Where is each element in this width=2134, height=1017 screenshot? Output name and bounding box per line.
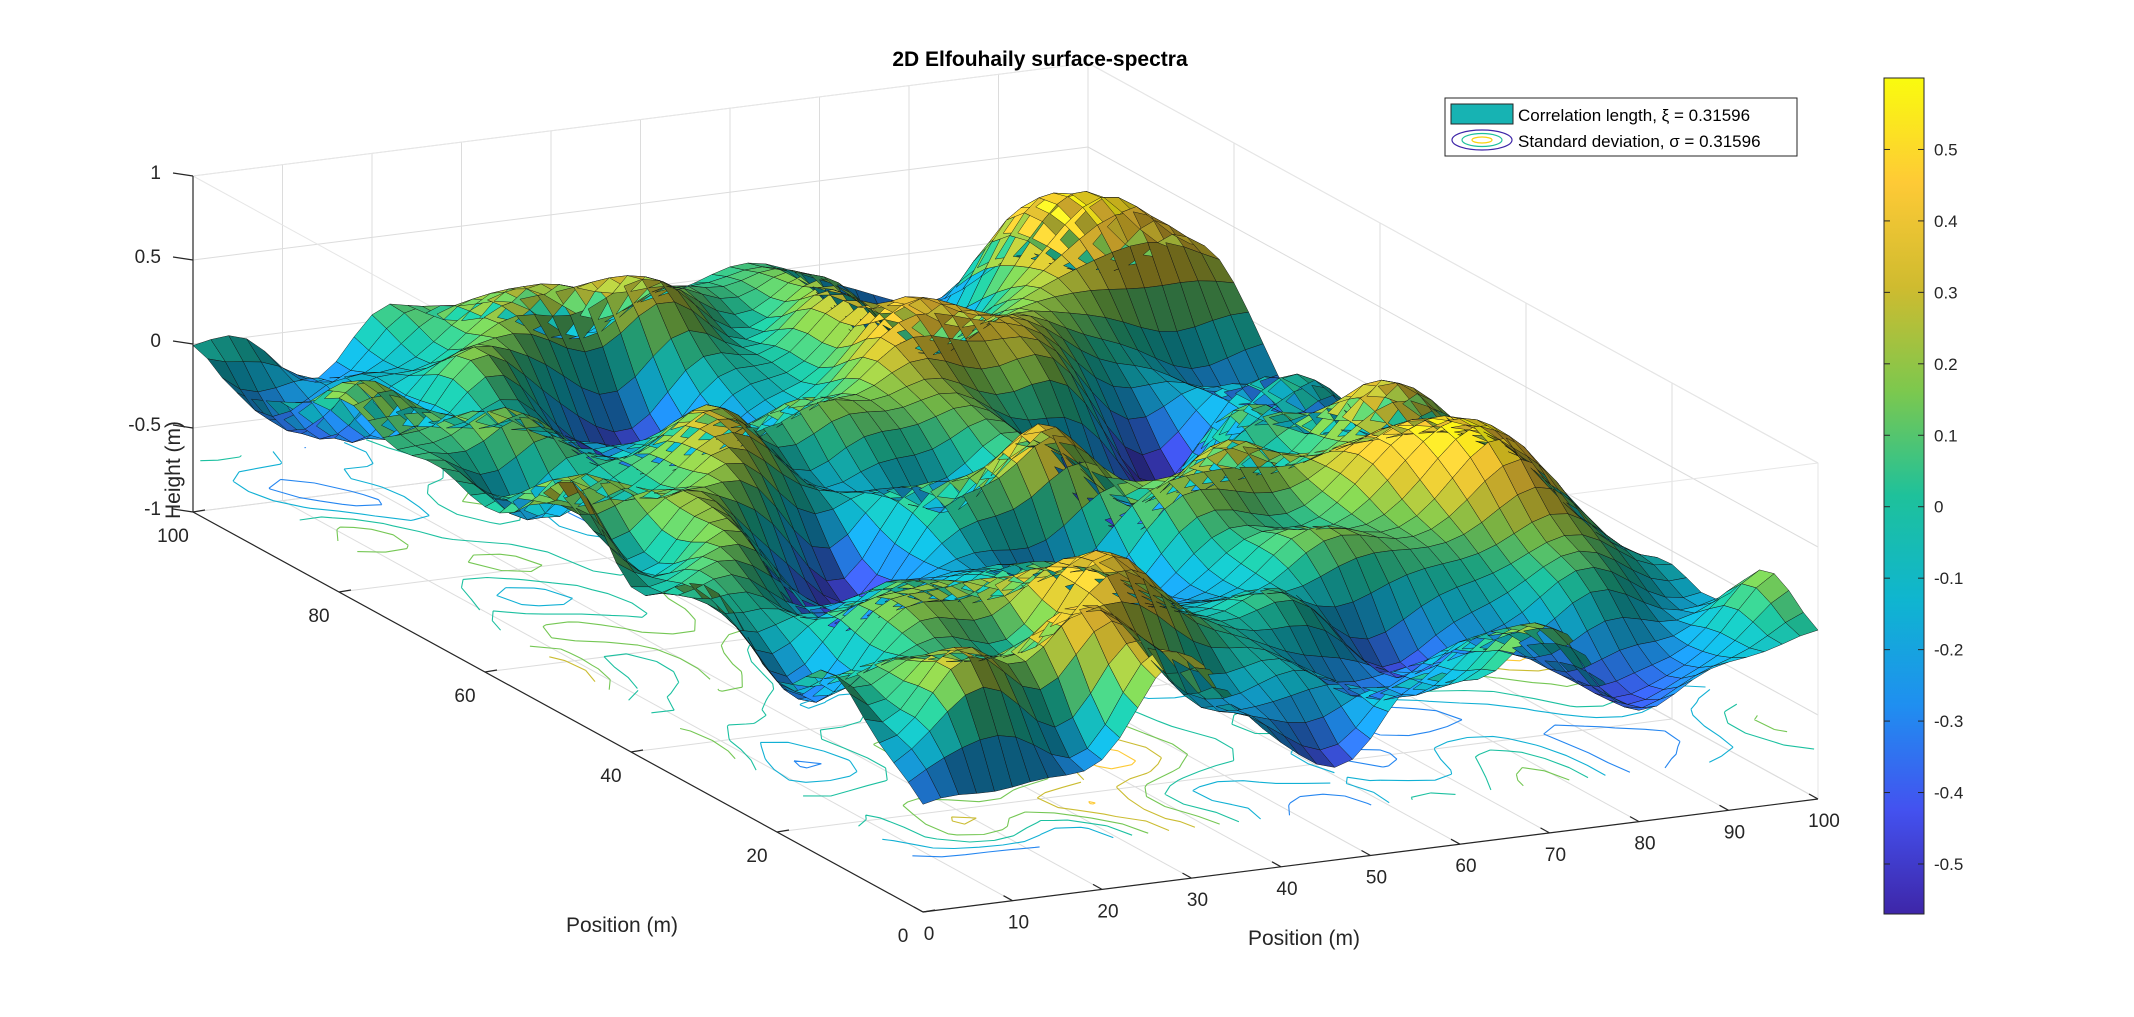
- y-gridline: [776, 718, 1673, 833]
- surface-plot: [192, 191, 1819, 805]
- x-tick-label: 70: [1545, 845, 1566, 866]
- z-tick-label: -1: [144, 499, 161, 520]
- y-tick-label: 0: [898, 926, 909, 947]
- x-tick-label: 50: [1366, 868, 1387, 889]
- y-tick-mark: [484, 669, 498, 673]
- colorbar: -0.5 -0.4 -0.3 -0.2 -0.1 0 0.1 0.2 0.3 0.4 0.5: [1883, 77, 1963, 915]
- y-tick-label: 100: [157, 526, 189, 547]
- y-tick-label: 80: [308, 606, 329, 627]
- y-tick-mark: [776, 829, 790, 833]
- z-axis-label: Height (m): [162, 421, 185, 519]
- colorbar-tick-label: -0.2: [1934, 641, 1963, 660]
- x-tick-mark: [1092, 883, 1103, 890]
- z-gridline: [1087, 146, 1819, 548]
- y-tick-mark: [338, 589, 352, 593]
- legend-entry-label: Correlation length, ξ = 0.31596: [1518, 106, 1750, 125]
- y-tick-label: 20: [746, 846, 767, 867]
- z-tick-label: 1: [150, 163, 161, 184]
- x-tick-mark: [1271, 861, 1282, 868]
- legend-entry-label: Standard deviation, σ = 0.31596: [1518, 132, 1761, 151]
- y-tick-mark: [192, 509, 206, 513]
- colorbar-tick-label: 0.4: [1934, 212, 1958, 231]
- x-tick-label: 60: [1455, 856, 1476, 877]
- legend-swatch-surface: [1450, 103, 1514, 125]
- colorbar-tick-label: -0.5: [1934, 855, 1963, 874]
- z-tick-mark: [172, 340, 194, 345]
- colorbar-tick-label: 0.3: [1934, 283, 1958, 302]
- chart-title: 2D Elfouhaily surface-spectra: [892, 48, 1188, 71]
- x-tick-mark: [1629, 816, 1640, 823]
- colorbar-gradient: [1883, 77, 1925, 915]
- y-axis-line: [192, 511, 924, 913]
- colorbar-tick-label: 0: [1934, 498, 1943, 517]
- x-tick-mark: [1808, 793, 1819, 800]
- x-tick-label: 40: [1276, 879, 1297, 900]
- x-tick-label: 30: [1187, 890, 1208, 911]
- x-tick-label: 90: [1724, 822, 1745, 843]
- y-tick-mark: [630, 749, 644, 753]
- colorbar-tick-label: 0.5: [1934, 140, 1958, 159]
- z-tick-mark: [172, 172, 194, 177]
- colorbar-tick-label: -0.1: [1934, 569, 1963, 588]
- x-tick-mark: [1719, 804, 1729, 811]
- z-tick-mark: [172, 424, 194, 429]
- colorbar-tick-label: 0.1: [1934, 426, 1958, 445]
- y-tick-mark: [922, 909, 936, 913]
- z-tick-label: 0.5: [135, 247, 161, 268]
- x-tick-label: 0: [924, 924, 935, 945]
- x-tick-label: 100: [1808, 811, 1840, 832]
- axes: 0102030405060708090100020406080100-1-0.5…: [128, 163, 1840, 947]
- legend: Correlation length, ξ = 0.31596 Standard…: [1444, 97, 1798, 157]
- x-tick-mark: [1361, 849, 1371, 857]
- box-edge: [192, 62, 1089, 177]
- y-axis-label: Position (m): [566, 914, 678, 937]
- x-tick-mark: [1003, 895, 1013, 902]
- x-tick-label: 20: [1097, 901, 1118, 922]
- x-tick-label: 80: [1634, 834, 1655, 855]
- z-tick-label: 0: [150, 331, 161, 352]
- x-tick-label: 10: [1008, 913, 1029, 934]
- colorbar-tick-label: -0.4: [1934, 784, 1963, 803]
- x-axis-label: Position (m): [1248, 927, 1360, 950]
- z-tick-mark: [172, 508, 194, 513]
- x-tick-mark: [913, 906, 924, 913]
- x-gridline: [371, 488, 1103, 890]
- box-edge: [1087, 62, 1819, 464]
- y-tick-label: 40: [600, 766, 621, 787]
- x-gridline: [282, 500, 1013, 902]
- x-tick-mark: [1540, 827, 1550, 834]
- legend-swatch-contour-icon: [1451, 129, 1513, 151]
- surface-patch: [1785, 612, 1819, 637]
- x-tick-mark: [1182, 872, 1192, 879]
- colorbar-tick-label: 0.2: [1934, 355, 1958, 374]
- y-tick-label: 60: [454, 686, 475, 707]
- z-tick-mark: [172, 256, 194, 261]
- x-tick-mark: [1450, 838, 1461, 845]
- colorbar-tick-label: -0.3: [1934, 712, 1963, 731]
- z-tick-label: -0.5: [128, 415, 161, 436]
